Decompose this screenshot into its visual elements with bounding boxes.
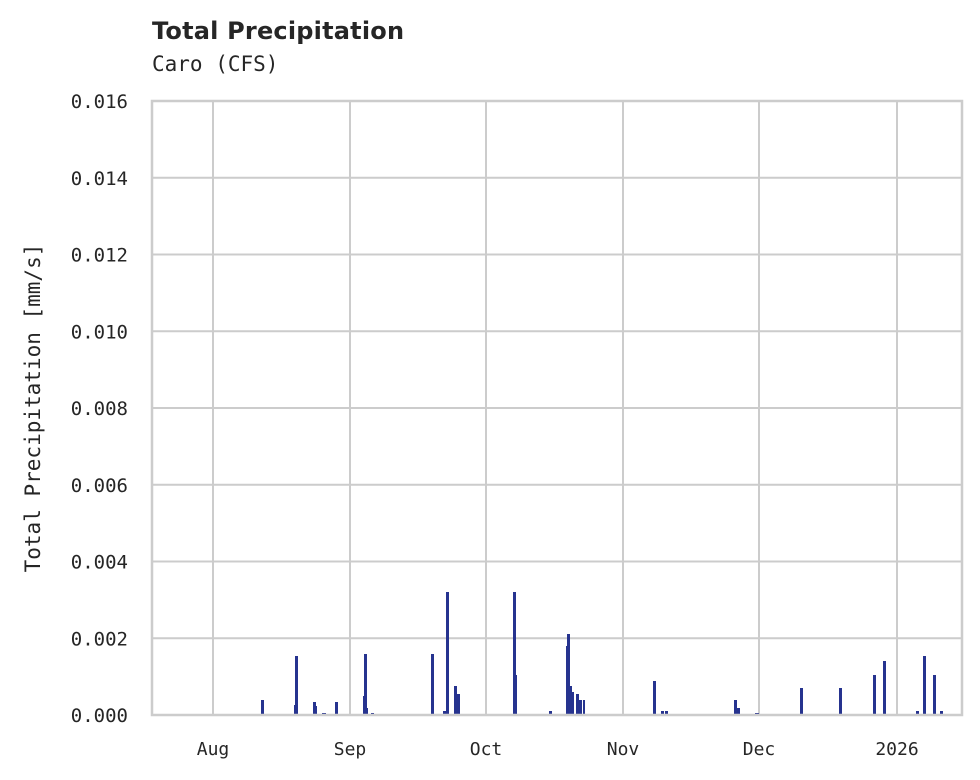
precipitation-bar [570, 686, 572, 715]
precipitation-bar [923, 656, 926, 715]
y-tick-label: 0.006 [71, 475, 128, 497]
precipitation-bar [313, 702, 316, 715]
y-tick-label: 0.002 [71, 628, 128, 650]
precipitation-bar [513, 592, 516, 715]
y-tick-label: 0.012 [71, 245, 128, 267]
precipitation-bar [916, 711, 919, 715]
precipitation-bar [653, 681, 656, 715]
precipitation-bar [431, 654, 434, 715]
x-tick-label: Aug [197, 739, 230, 760]
precipitation-bar [443, 711, 446, 715]
precipitation-bar [446, 592, 449, 715]
precipitation-bar [737, 708, 740, 715]
precipitation-bar [315, 706, 317, 715]
y-tick-label: 0.010 [71, 321, 128, 343]
chart-subtitle: Caro (CFS) [152, 52, 279, 76]
chart-title: Total Precipitation [152, 17, 405, 45]
precipitation-bar [366, 708, 368, 715]
y-tick-label: 0.016 [71, 91, 128, 113]
y-tick-label: 0.000 [71, 705, 128, 727]
precipitation-bar [933, 675, 936, 715]
precipitation-bar [572, 692, 574, 715]
y-tick-label: 0.014 [71, 168, 128, 190]
precipitation-bar [457, 694, 460, 715]
x-tick-label: Nov [607, 739, 640, 760]
precipitation-bar [873, 675, 876, 715]
precipitation-bar [364, 654, 367, 715]
precipitation-bar [576, 694, 579, 715]
precipitation-bar [579, 700, 582, 715]
plot-frame [150, 99, 964, 717]
x-axis-ticks: Aug Sep Oct Nov Dec 2026 [197, 739, 919, 760]
precipitation-bar [454, 686, 457, 715]
gridlines [152, 100, 962, 716]
y-axis-ticks: 0.000 0.002 0.004 0.006 0.008 0.010 0.012 0.014… [71, 91, 128, 727]
precipitation-bars [261, 592, 943, 715]
x-tick-label: Dec [743, 739, 776, 760]
precipitation-bar [734, 700, 737, 715]
precipitation-bar [515, 675, 517, 715]
precipitation-bar [883, 661, 886, 715]
x-tick-label: Oct [470, 739, 503, 760]
precipitation-bar [800, 688, 803, 715]
precipitation-bar [567, 634, 570, 715]
x-tick-label: 2026 [875, 739, 918, 760]
precipitation-bar [295, 656, 298, 715]
precipitation-bar [665, 711, 668, 715]
y-tick-label: 0.004 [71, 552, 128, 574]
x-tick-label: Sep [334, 739, 367, 760]
precipitation-bar [335, 702, 338, 715]
precipitation-bar [583, 700, 585, 715]
precipitation-bar [549, 711, 552, 715]
precipitation-bar [661, 711, 664, 715]
precipitation-bar [940, 711, 943, 715]
precipitation-bar [261, 700, 264, 715]
precipitation-bar [839, 688, 842, 715]
y-tick-label: 0.008 [71, 398, 128, 420]
